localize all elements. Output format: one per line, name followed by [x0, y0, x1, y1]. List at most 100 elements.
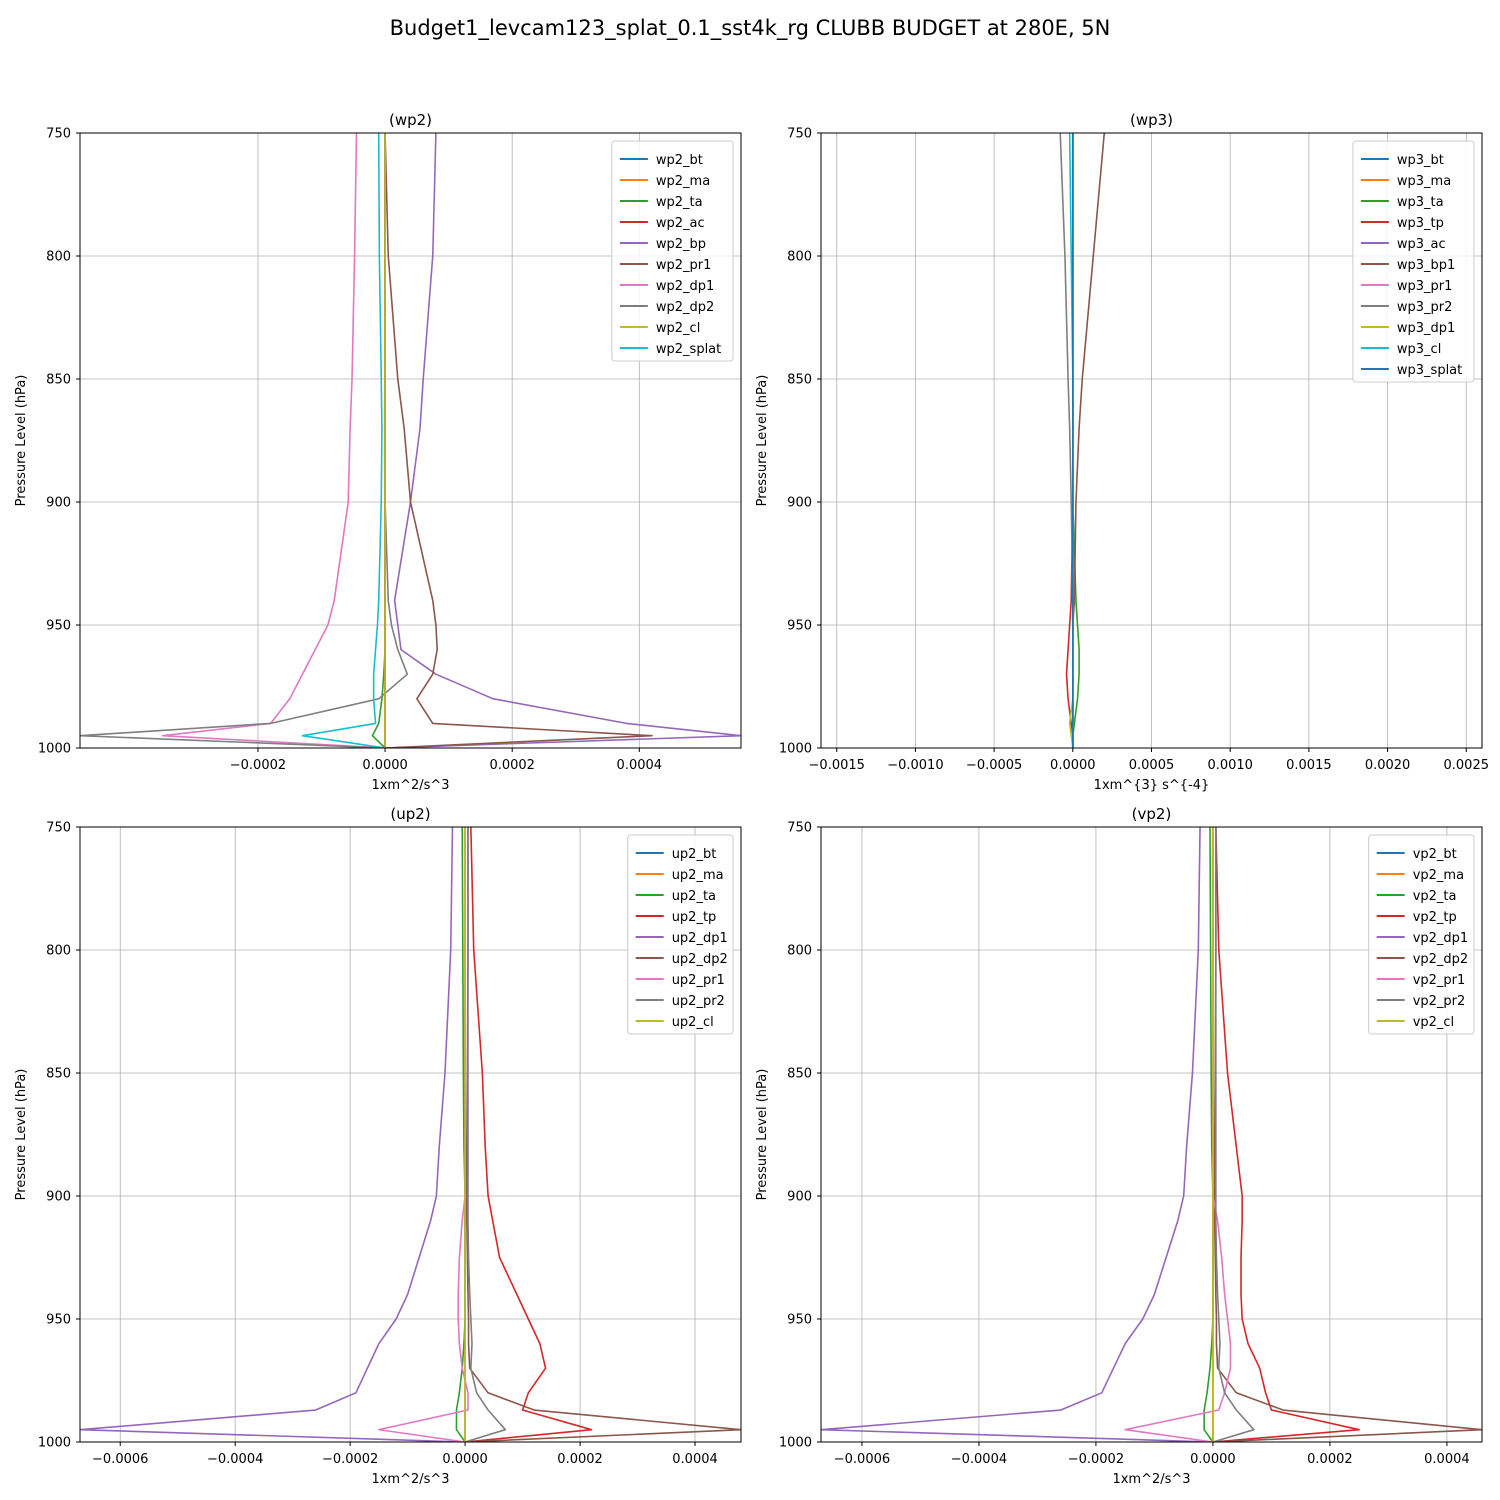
x-tick-label: 0.0002 [1307, 1452, 1353, 1467]
figure-suptitle: Budget1_levcam123_splat_0.1_sst4k_rg CLU… [389, 16, 1111, 40]
legend-label: up2_dp2 [672, 952, 728, 967]
x-axis-label: 1xm^2/s^3 [371, 1472, 449, 1487]
legend-label: vp2_pr1 [1413, 973, 1466, 988]
y-tick-label: 800 [787, 250, 812, 265]
y-tick-label: 900 [787, 496, 812, 511]
legend: wp2_bt wp2_ma wp2_ta wp2_ac wp2_bp wp2_pr1 wp2… [611, 140, 734, 362]
series-group [821, 827, 1482, 1442]
legend-label: wp3_ma [1397, 174, 1451, 189]
series-line-vp2_tp [1212, 827, 1360, 1442]
legend-label: wp3_bt [1397, 153, 1444, 168]
legend-label: vp2_dp2 [1413, 952, 1469, 967]
x-tick-label: −0.0002 [1068, 1452, 1124, 1467]
subplot-title: (up2) [390, 805, 430, 823]
series-line-vp2_dp1 [821, 827, 1213, 1442]
legend-label: up2_ma [672, 868, 724, 883]
y-tick-label: 950 [787, 619, 812, 634]
y-tick-label: 750 [46, 127, 71, 142]
legend-label: up2_cl [672, 1015, 714, 1030]
legend-label: vp2_bt [1413, 847, 1457, 862]
legend-label: up2_bt [672, 847, 717, 862]
series-group [80, 133, 741, 748]
y-tick-label: 1000 [779, 1436, 812, 1451]
x-tick-label: −0.0006 [834, 1452, 890, 1467]
legend-label: vp2_pr2 [1413, 994, 1466, 1009]
legend-label: wp3_pr2 [1397, 300, 1453, 315]
legend-label: wp2_bp [656, 237, 706, 252]
subplot-vp2: −0.0006 −0.0004 −0.0002 0.0000 0.0002 0.0004 7… [755, 805, 1483, 1487]
y-tick-label: 900 [46, 496, 71, 511]
legend-label: vp2_cl [1413, 1015, 1454, 1030]
legend-label: vp2_ta [1413, 889, 1457, 904]
legend: up2_bt up2_ma up2_ta up2_tp up2_dp1 up2_dp2up… [627, 834, 734, 1035]
y-tick-label: 1000 [779, 742, 812, 757]
y-tick-label: 1000 [38, 742, 71, 757]
legend-label: wp3_tp [1397, 216, 1444, 231]
y-tick-label: 750 [787, 127, 812, 142]
x-tick-label: 0.0020 [1365, 758, 1411, 773]
x-tick-label: −0.0010 [887, 758, 943, 773]
legend-label: up2_pr1 [672, 973, 725, 988]
y-tick-label: 850 [46, 373, 71, 388]
x-tick-label: 0.0004 [672, 1452, 718, 1467]
x-axis-label: 1xm^2/s^3 [371, 778, 449, 793]
subplot-up2: −0.0006 −0.0004 −0.0002 0.0000 0.0002 0.0004 7… [14, 805, 742, 1487]
legend-label: wp2_ma [656, 174, 710, 189]
legend-label: wp2_pr1 [656, 258, 712, 273]
legend-label: wp3_ta [1397, 195, 1444, 210]
subplot-title: (wp3) [1130, 111, 1173, 129]
legend-label: up2_tp [672, 910, 717, 925]
series-group [80, 827, 741, 1442]
x-tick-label: 0.0004 [617, 758, 663, 773]
series-line-wp2_dp2 [80, 133, 409, 748]
series-line-wp2_pr1 [384, 133, 653, 748]
legend-label: wp2_bt [656, 153, 703, 168]
legend-label: wp2_cl [656, 321, 700, 336]
legend: wp3_bt wp3_ma wp3_ta wp3_tp wp3_ac wp3_bp1 wp3… [1352, 140, 1475, 383]
y-tick-label: 900 [787, 1190, 812, 1205]
x-tick-label: −0.0004 [207, 1452, 263, 1467]
legend-label: vp2_ma [1413, 868, 1464, 883]
series-line-up2_tp [465, 827, 593, 1442]
x-tick-label: 0.0002 [557, 1452, 603, 1467]
series-line-wp2_splat [301, 133, 386, 748]
series-line-up2_pr2 [464, 827, 507, 1442]
y-tick-label: 850 [787, 1067, 812, 1082]
y-tick-label: 850 [46, 1067, 71, 1082]
x-tick-label: 0.0005 [1129, 758, 1175, 773]
series-line-up2_pr1 [378, 827, 469, 1442]
y-axis-label: Pressure Level (hPa) [14, 1069, 29, 1201]
y-tick-label: 900 [46, 1190, 71, 1205]
x-tick-label: 0.0000 [442, 1452, 488, 1467]
y-tick-label: 950 [46, 1313, 71, 1328]
legend-label: wp3_dp1 [1397, 321, 1455, 336]
y-axis-label: Pressure Level (hPa) [755, 1069, 770, 1201]
x-tick-label: 0.0025 [1444, 758, 1490, 773]
legend-label: up2_dp1 [672, 931, 728, 946]
y-tick-label: 950 [787, 1313, 812, 1328]
y-tick-label: 800 [787, 944, 812, 959]
x-tick-label: 0.0010 [1207, 758, 1253, 773]
legend-label: wp3_cl [1397, 342, 1441, 357]
legend-label: wp2_ta [656, 195, 703, 210]
series-line-wp2_dp1 [161, 133, 386, 748]
subplot-title: (wp2) [389, 111, 432, 129]
y-tick-label: 750 [46, 821, 71, 836]
y-tick-label: 1000 [38, 1436, 71, 1451]
subplot-title: (vp2) [1132, 805, 1172, 823]
legend-label: wp2_ac [656, 216, 705, 231]
x-axis-label: 1xm^{3} s^{-4} [1094, 778, 1210, 793]
legend-label: wp3_bp1 [1397, 258, 1455, 273]
y-tick-label: 950 [46, 619, 71, 634]
series-line-up2_dp1 [80, 827, 466, 1442]
legend-box [1368, 834, 1475, 1035]
x-tick-label: −0.0015 [809, 758, 865, 773]
subplot-wp3: −0.0015 −0.0010 −0.0005 0.0000 0.0005 0.0010 0… [755, 111, 1489, 793]
legend-label: vp2_dp1 [1413, 931, 1469, 946]
y-tick-label: 800 [46, 944, 71, 959]
y-axis-label: Pressure Level (hPa) [755, 375, 770, 507]
series-line-wp3_bp1 [1072, 133, 1106, 748]
legend-label: wp3_splat [1397, 363, 1462, 378]
legend-label: wp2_dp2 [656, 300, 714, 315]
